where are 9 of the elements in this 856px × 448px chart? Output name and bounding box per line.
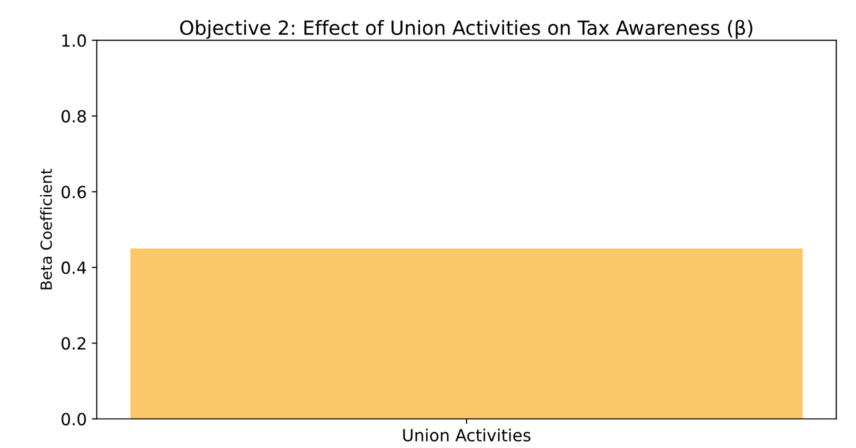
y-tick-label: 0.8 (62, 110, 86, 123)
y-tick-label: 1.0 (62, 34, 86, 47)
y-tick-label: 0.2 (62, 337, 86, 350)
x-tick-label: Union Activities (403, 428, 530, 442)
y-tick-label: 0.6 (62, 186, 86, 198)
y-tick-label: 0.4 (62, 261, 86, 274)
chart-title: Objective 2: Effect of Union Activities on Tax Awareness (β) (180, 20, 752, 39)
y-axis-title: Beta Coefficient (40, 168, 52, 290)
y-tick-label: 0.0 (62, 412, 86, 426)
